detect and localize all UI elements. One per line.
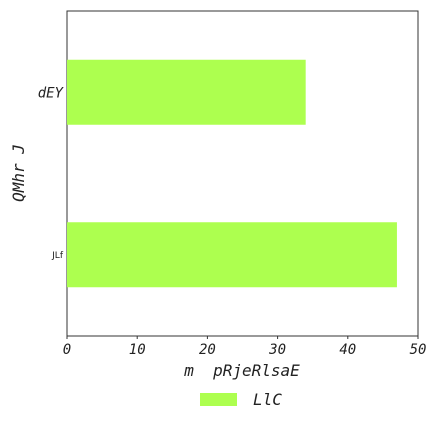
bar-dEY bbox=[67, 59, 306, 125]
y-axis-title: QMhr J bbox=[9, 144, 28, 202]
y-tick-label-dEY: dEY bbox=[38, 85, 65, 101]
legend-swatch bbox=[200, 393, 237, 406]
x-tick-label-40: 40 bbox=[339, 342, 356, 358]
x-axis-title: m pRjeRlsaE bbox=[183, 361, 300, 380]
x-ticks-layer: 0 10 20 30 40 50 bbox=[63, 336, 427, 358]
bars-layer bbox=[67, 59, 397, 288]
x-tick-label-0: 0 bbox=[63, 342, 71, 358]
legend: LlC bbox=[200, 390, 282, 409]
x-tick-label-50: 50 bbox=[410, 342, 427, 358]
x-tick-label-10: 10 bbox=[129, 342, 146, 358]
legend-label: LlC bbox=[253, 390, 282, 409]
y-tick-label-JLf: JLf bbox=[51, 251, 64, 261]
y-ticks-layer: dEY JLf bbox=[38, 85, 65, 261]
bar-JLf bbox=[67, 222, 397, 288]
x-tick-label-30: 30 bbox=[268, 342, 286, 358]
x-tick-label-20: 20 bbox=[199, 342, 216, 358]
